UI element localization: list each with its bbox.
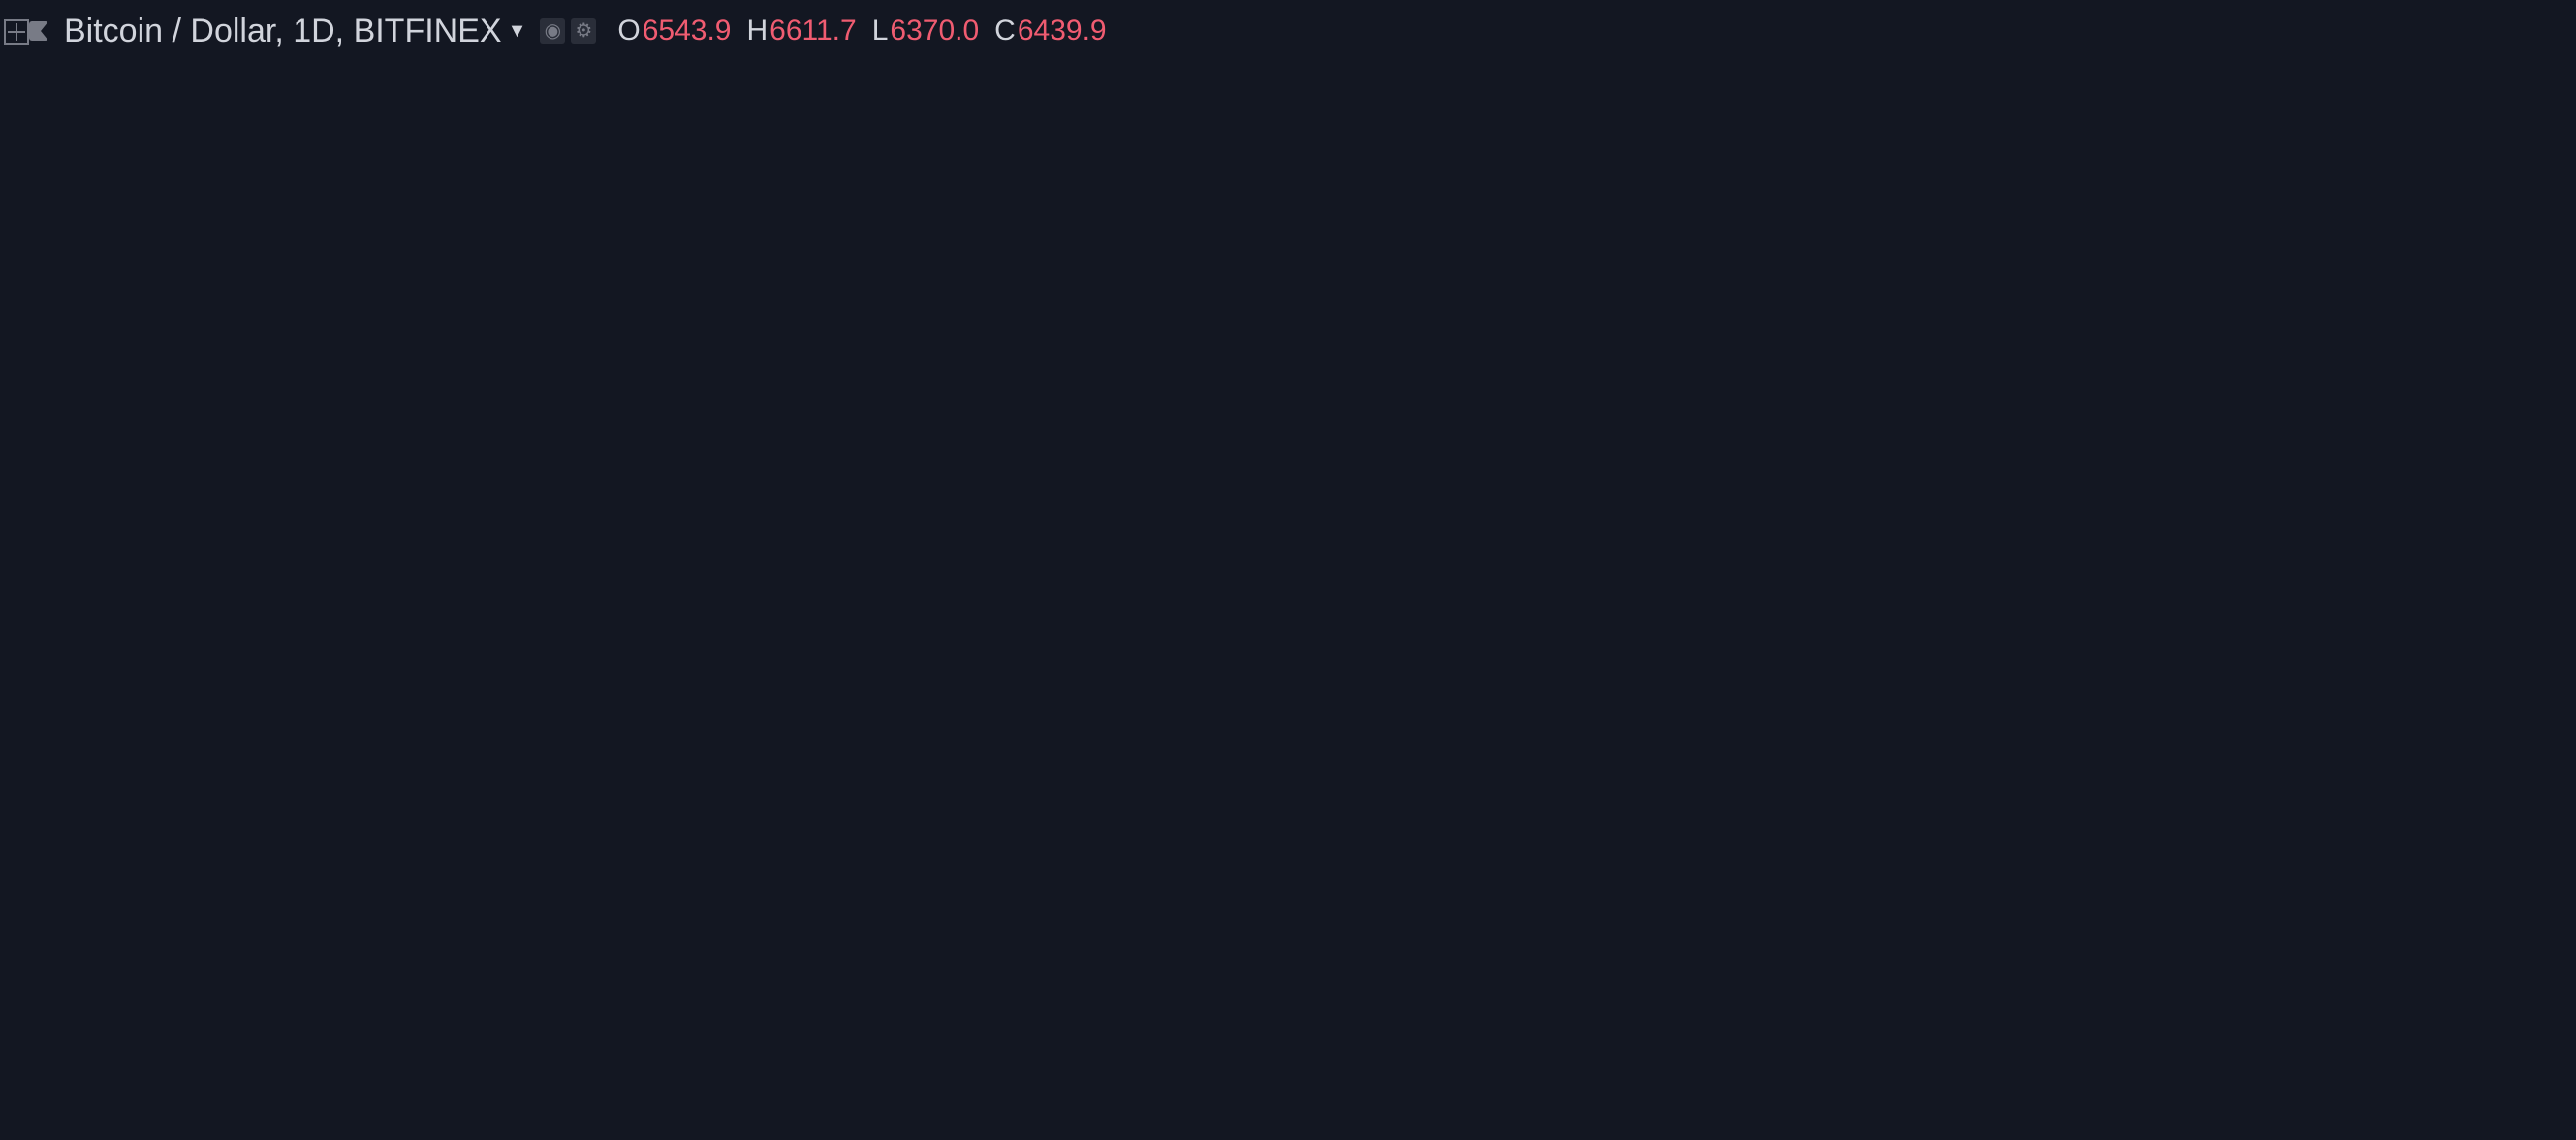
fib-level-label: 0.382(12354.5) [220, 419, 416, 446]
x-tick-label: Jun [1121, 1113, 1155, 1137]
y-tick-label: 4000.0 [2493, 848, 2558, 872]
price-line [0, 46, 1582, 1055]
x-tick-label: Jun [1531, 1113, 1565, 1137]
open-label: O [617, 15, 641, 47]
close-label: C [994, 15, 1016, 47]
fib-zone [424, 670, 1363, 840]
fib-zone [424, 551, 1363, 671]
symbol-title[interactable]: Bitcoin / Dollar, 1D, BITFINEX [64, 12, 502, 49]
y-tick-label: 18000.0 [2493, 132, 2570, 156]
x-tick-label: Jun [710, 1113, 744, 1137]
eye-icon[interactable]: ◉ [540, 18, 566, 44]
fib-level-label: 0.85(3121.4) [248, 891, 416, 918]
low-value: 6370.0 [890, 15, 980, 47]
open-value: 6543.9 [642, 15, 732, 47]
fib-level-label: 0.236(15235.0) [220, 271, 416, 299]
last-price-badge [2481, 720, 2559, 748]
chevron-down-icon[interactable]: ▼ [507, 19, 527, 42]
x-tick-label: 2018 [1355, 1113, 1402, 1137]
fib-zone [424, 284, 1363, 432]
fib-zone [424, 431, 1363, 552]
y-tick-label: 16000.0 [2493, 234, 2570, 258]
x-tick-label: 2017 [945, 1113, 992, 1137]
fib-zone [424, 46, 1363, 285]
y-tick-label: 6000.0 [2493, 745, 2558, 770]
fib-trend-line [424, 46, 1363, 1057]
y-tick-label: 12000.0 [2493, 438, 2570, 462]
y-tick-label: 0.0 [2493, 1053, 2523, 1077]
y-tick-label: 14000.0 [2493, 336, 2570, 361]
last-price-label: 6439.9 [2490, 726, 2549, 747]
fib-zone [424, 904, 1363, 1057]
chart-layout-icon[interactable] [4, 19, 29, 45]
y-tick-label: 20000.0 [2493, 29, 2570, 53]
x-tick-label: Jun [298, 1113, 332, 1137]
y-tick-label: 10000.0 [2493, 541, 2570, 565]
high-label: H [746, 15, 769, 47]
y-tick-label: 8000.0 [2493, 644, 2558, 668]
symbol-flag-icon [29, 21, 48, 41]
x-tick-label: 2015 [122, 1113, 170, 1137]
x-tick-label: 2019 [1766, 1113, 1813, 1137]
x-tick-label: 2016 [533, 1113, 581, 1137]
fib-level-label: 1(162.0) [304, 1042, 417, 1069]
fib-level-label: 0.618(7698.5) [235, 656, 417, 683]
high-value: 6611.7 [770, 15, 857, 47]
low-label: L [871, 15, 889, 47]
fib-level-label: 0.5(10026.5) [248, 538, 416, 565]
close-value: 6439.9 [1017, 15, 1107, 47]
y-tick-label: 2000.0 [2493, 950, 2558, 974]
fib-level-label: 0.786(4384.0) [235, 826, 417, 853]
fib-zone [424, 839, 1363, 905]
chart-header: Bitcoin / Dollar, 1D, BITFINEX ▼ ◉ ⚙ O 65… [29, 0, 1107, 62]
gear-icon[interactable]: ⚙ [571, 18, 597, 44]
x-tick-label: 25 [2112, 1113, 2135, 1137]
x-tick-label: Jun [1942, 1113, 1976, 1137]
